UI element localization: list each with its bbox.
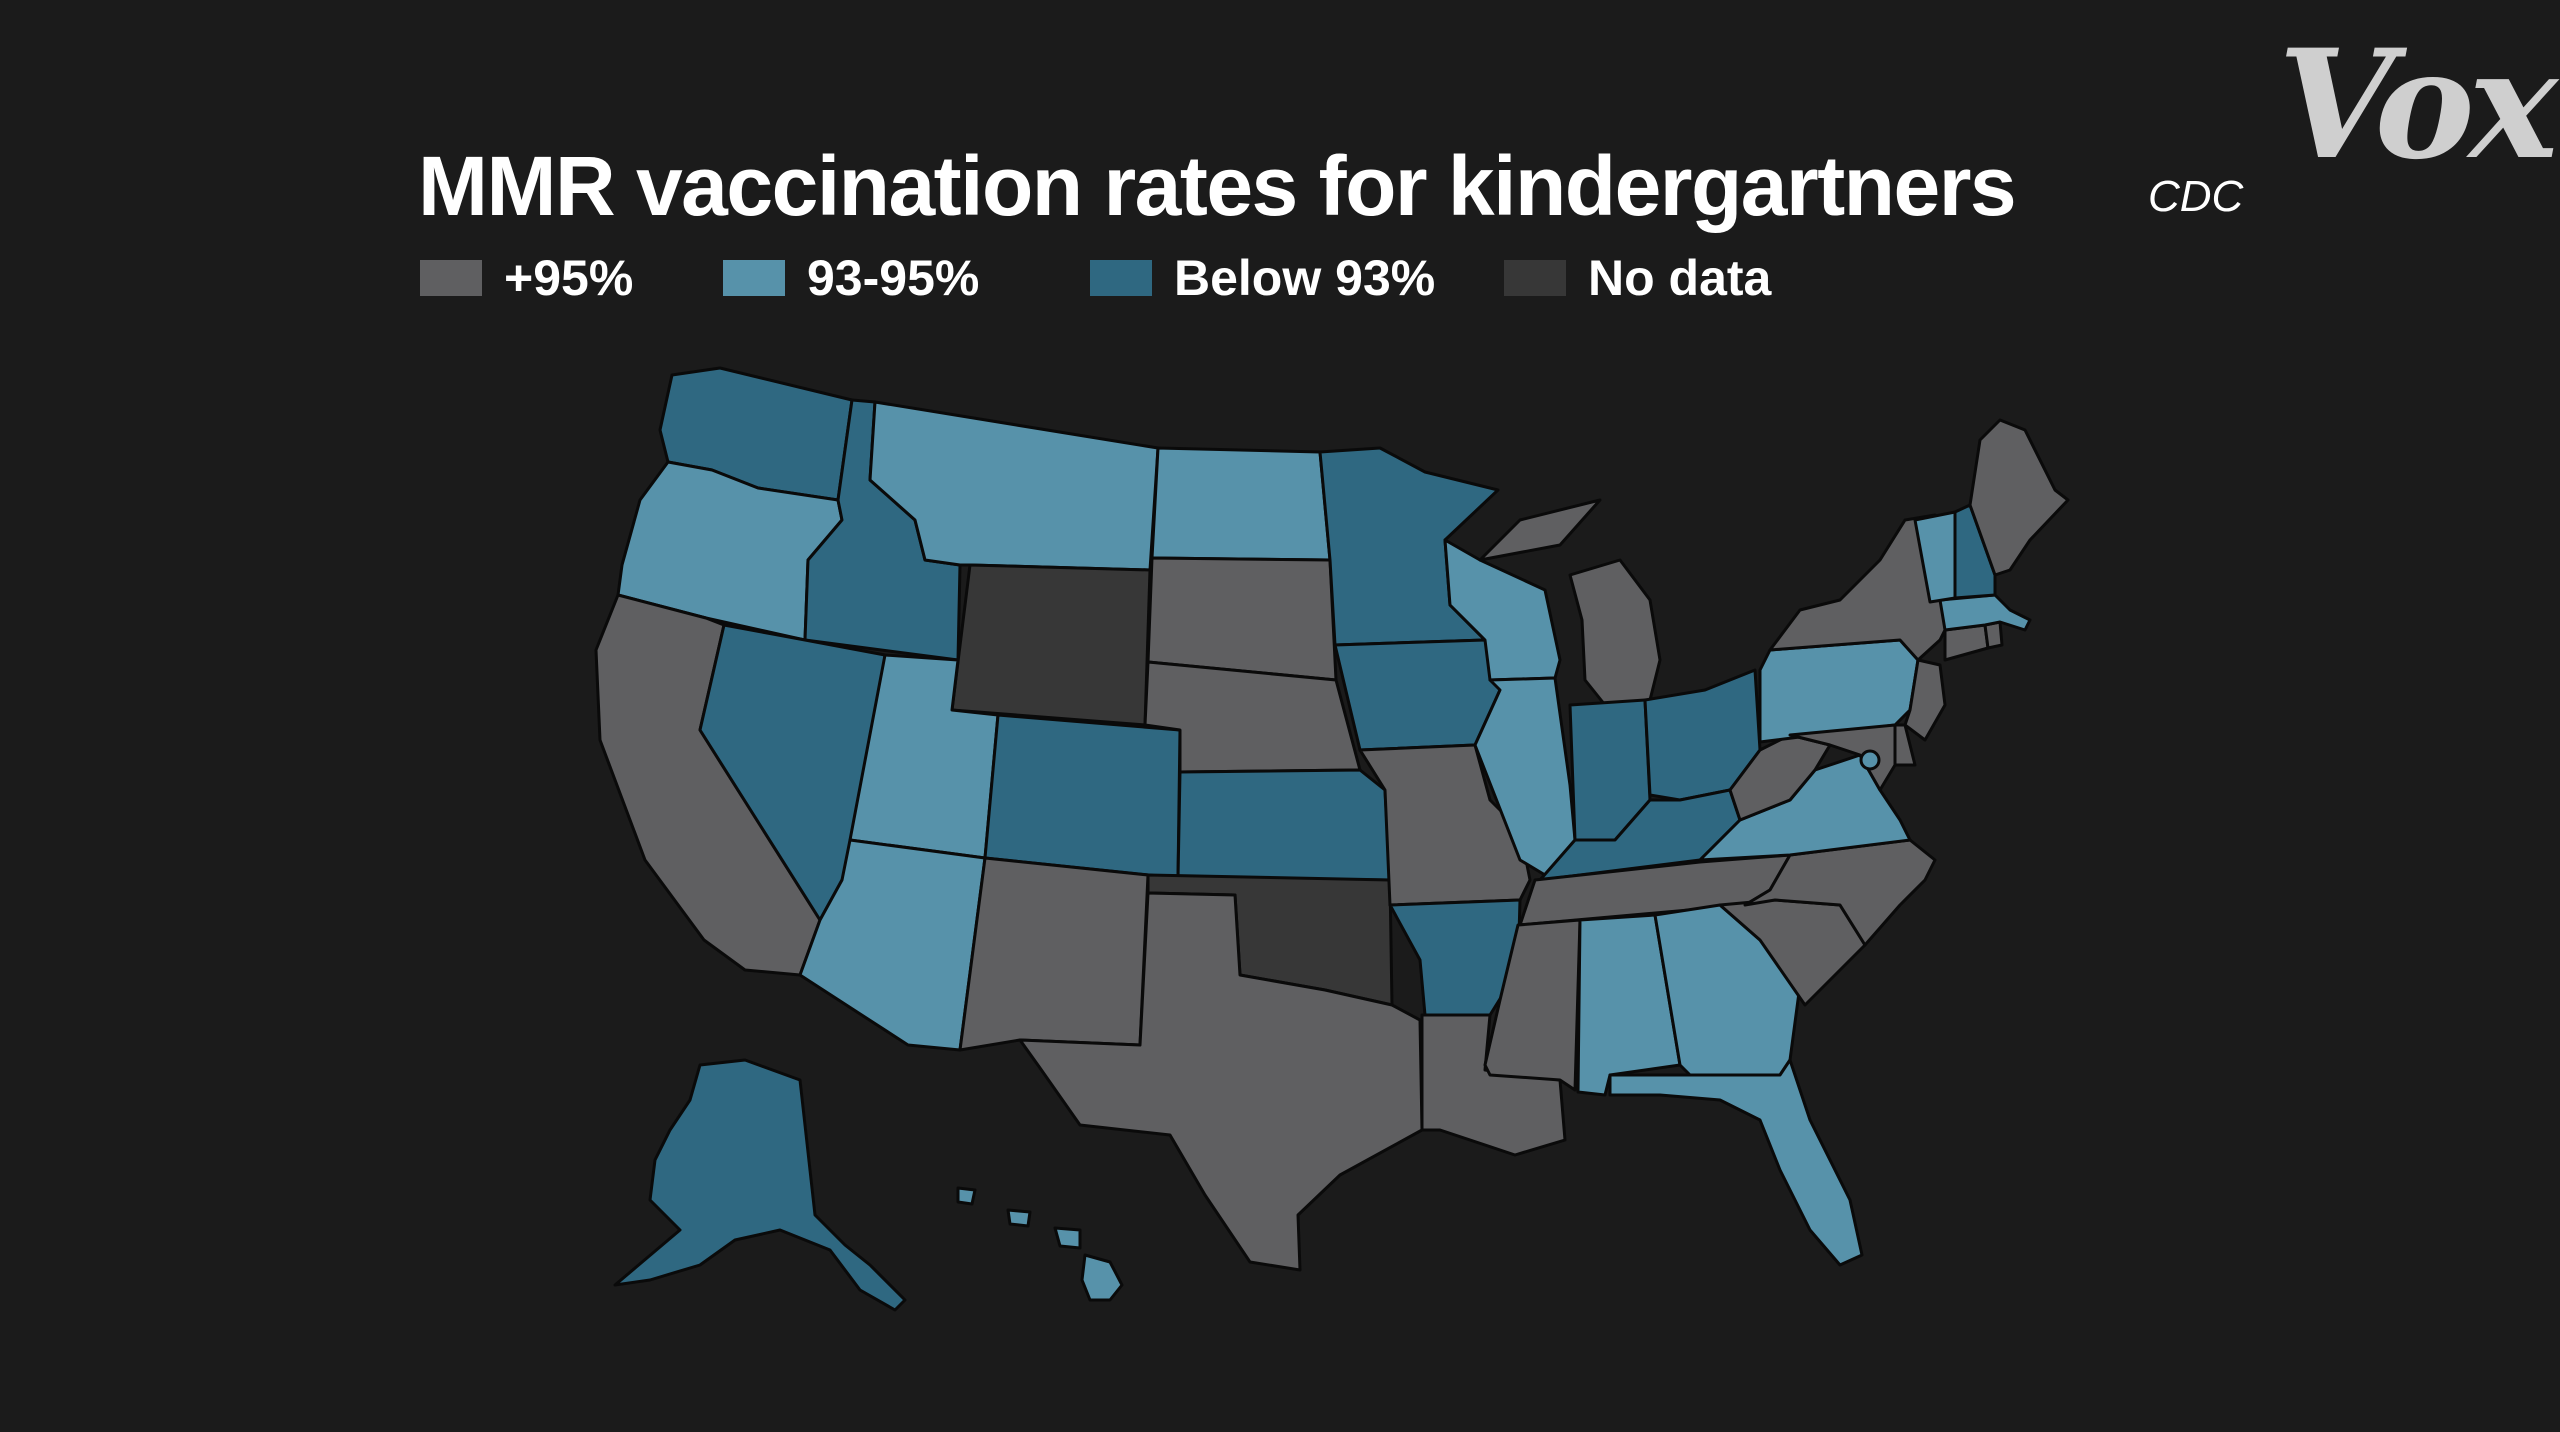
state-district-of-columbia[interactable] bbox=[1859, 749, 1881, 771]
state-michigan-upper[interactable] bbox=[1478, 498, 1602, 562]
legend-label-mid: 93-95% bbox=[807, 250, 980, 306]
legend-swatch-low bbox=[1090, 260, 1152, 296]
state-wyoming[interactable] bbox=[950, 563, 1152, 727]
state-alaska[interactable] bbox=[613, 1058, 907, 1312]
state-colorado[interactable] bbox=[983, 713, 1182, 880]
state-texas[interactable] bbox=[1018, 891, 1424, 1272]
state-hawaii-kauai[interactable] bbox=[956, 1186, 977, 1206]
state-michigan[interactable] bbox=[1568, 558, 1662, 707]
legend-label-nodata: No data bbox=[1588, 250, 1772, 306]
state-maryland[interactable] bbox=[1788, 723, 1897, 792]
vox-logo: Vox bbox=[2278, 17, 2558, 193]
state-hawaii-maui[interactable] bbox=[1053, 1226, 1082, 1250]
state-kansas[interactable] bbox=[1176, 768, 1392, 882]
state-florida[interactable] bbox=[1608, 1058, 1864, 1267]
state-north-dakota[interactable] bbox=[1150, 446, 1332, 562]
state-new-hampshire[interactable] bbox=[1953, 503, 1997, 600]
legend-label-low: Below 93% bbox=[1174, 250, 1436, 306]
state-missouri[interactable] bbox=[1358, 743, 1532, 907]
state-new-jersey[interactable] bbox=[1903, 658, 1947, 742]
state-north-carolina[interactable] bbox=[1743, 838, 1937, 947]
state-massachusetts[interactable] bbox=[1938, 593, 2032, 632]
legend-swatch-nodata bbox=[1504, 260, 1566, 296]
legend-swatch-high bbox=[420, 260, 482, 296]
map-title: MMR vaccination rates for kindergartners bbox=[418, 139, 2017, 233]
state-hawaii[interactable] bbox=[1080, 1253, 1124, 1302]
state-south-dakota[interactable] bbox=[1146, 556, 1338, 682]
state-iowa[interactable] bbox=[1333, 638, 1502, 752]
state-new-mexico[interactable] bbox=[958, 856, 1150, 1052]
state-hawaii-oahu[interactable] bbox=[1006, 1208, 1032, 1228]
legend-swatch-mid bbox=[723, 260, 785, 296]
source-label: CDC bbox=[2148, 172, 2244, 221]
state-louisiana[interactable] bbox=[1420, 1013, 1567, 1157]
state-maine[interactable] bbox=[1968, 418, 2070, 577]
state-west-virginia[interactable] bbox=[1728, 733, 1832, 822]
legend-label-high: +95% bbox=[504, 250, 634, 306]
state-california[interactable] bbox=[594, 593, 822, 977]
